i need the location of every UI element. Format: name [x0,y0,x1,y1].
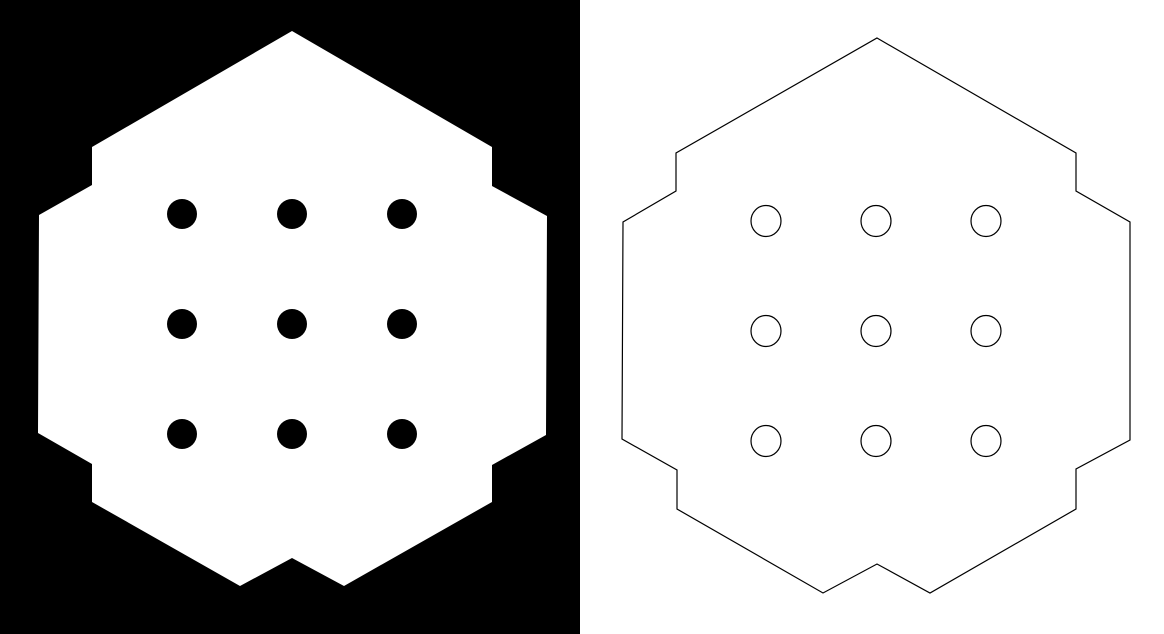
outline-hole-r2-c3 [970,314,1002,348]
outline-hole-r3-c2 [860,424,892,458]
mask-hole-r1-c2 [277,199,307,229]
mask-hole-r3-c3 [387,419,417,449]
mask-hole-r3-c2 [277,419,307,449]
outline-shape [621,37,1131,594]
outline-hole-r1-c3 [970,204,1002,238]
outline-hole-r3-c3 [970,424,1002,458]
mask-hole-r1-c1 [167,199,197,229]
mask-holes [167,199,417,449]
outline-hole-r1-c1 [750,204,782,238]
mask-panel [0,0,580,634]
mask-hole-r2-c2 [277,309,307,339]
outline-hole-r2-c2 [860,314,892,348]
mask-hole-r2-c3 [387,309,417,339]
outline-hole-r1-c2 [860,204,892,238]
outline-hole-r3-c1 [750,424,782,458]
outline-hole-r2-c1 [750,314,782,348]
outline-holes [750,204,1002,458]
mask-hole-r3-c1 [167,419,197,449]
outline-panel [580,0,1164,634]
mask-shape [38,31,547,586]
mask-hole-r2-c1 [167,309,197,339]
mask-hole-r1-c3 [387,199,417,229]
outline-panel-background [580,0,1164,634]
